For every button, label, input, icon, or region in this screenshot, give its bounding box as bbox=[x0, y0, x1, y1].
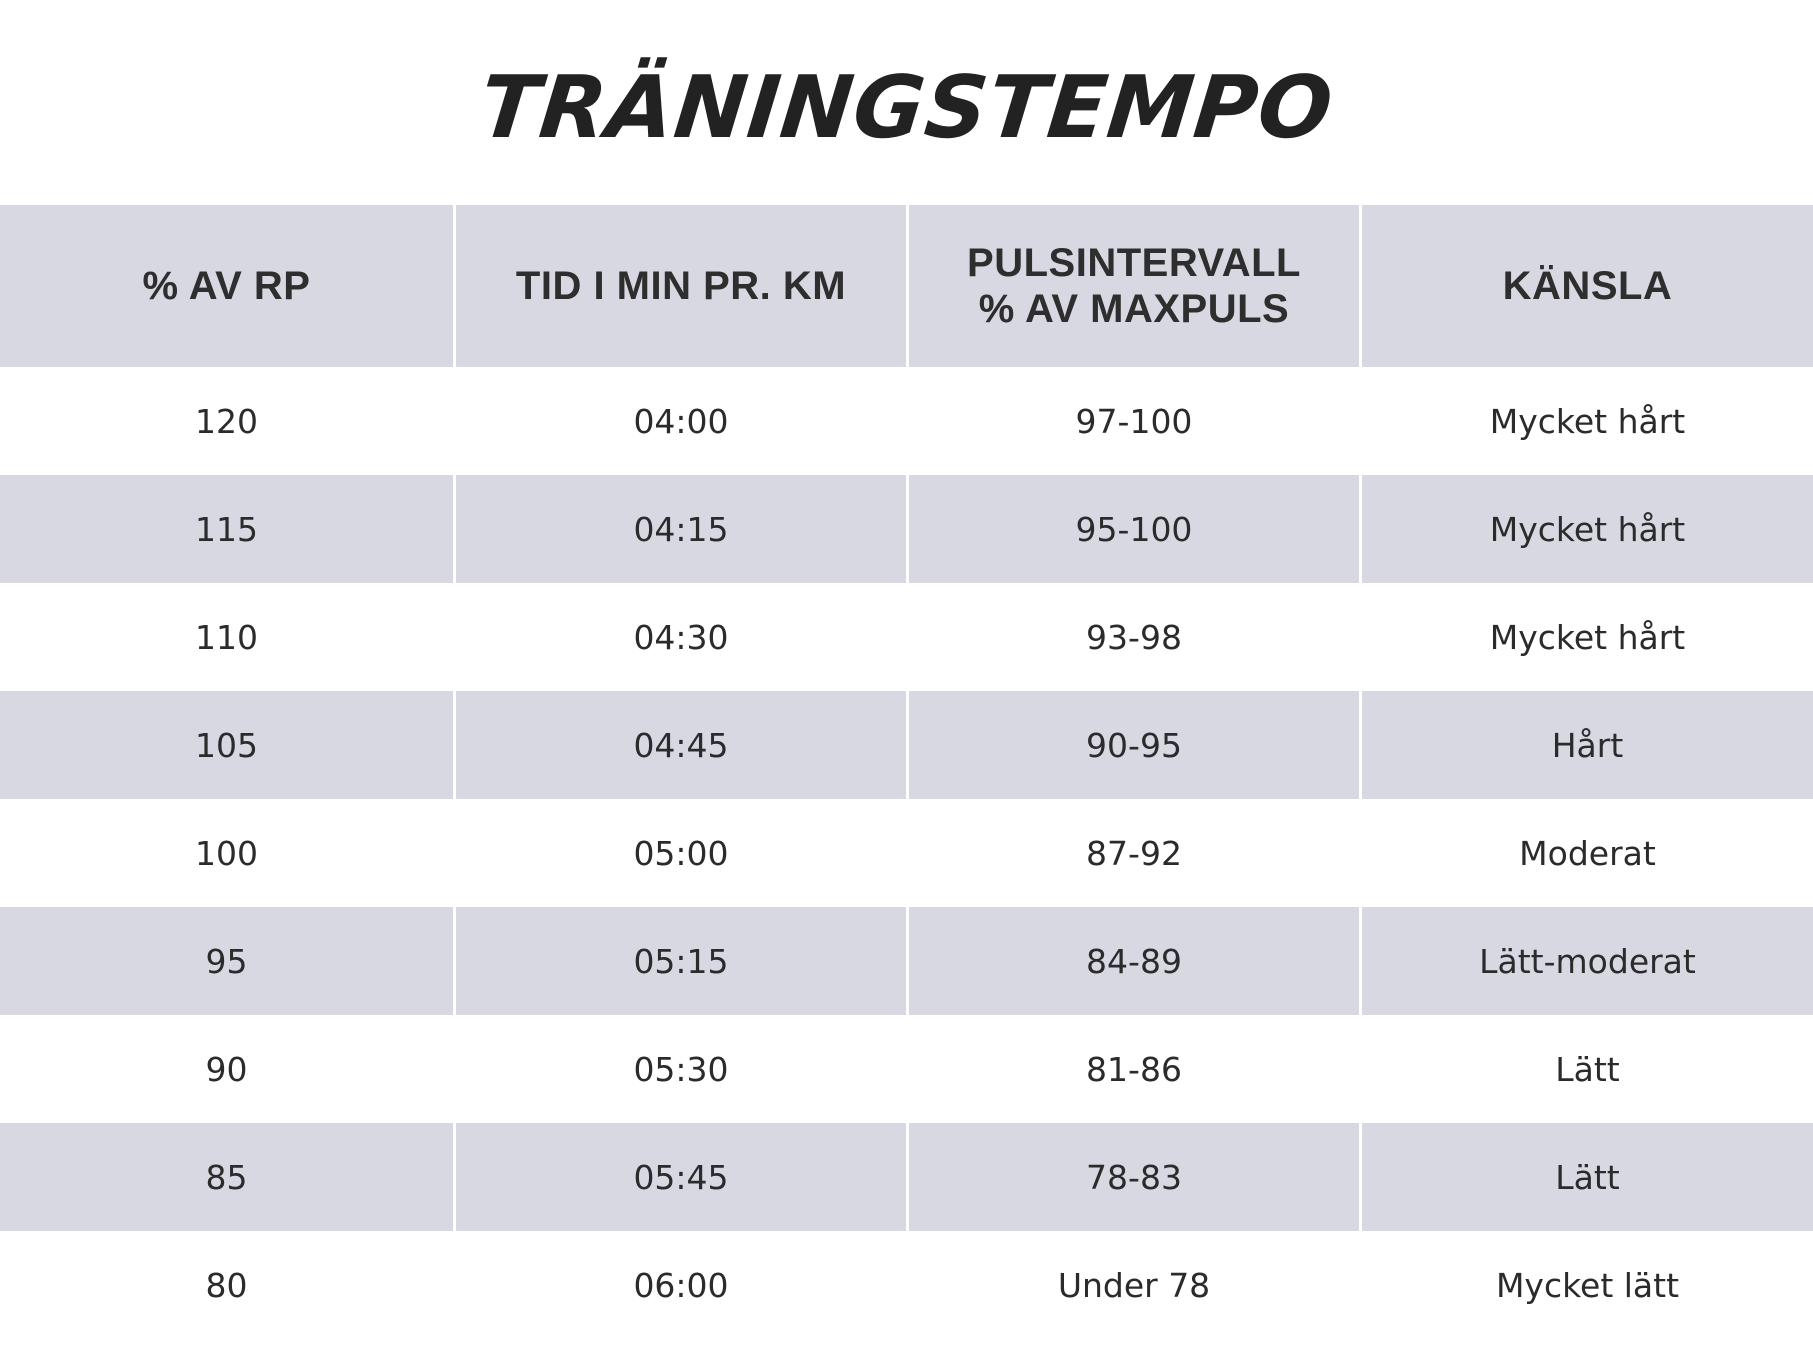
table-row: 85 05:45 78-83 Lätt bbox=[0, 1123, 1813, 1231]
table-row: 90 05:30 81-86 Lätt bbox=[0, 1015, 1813, 1123]
cell-time-per-km: 04:30 bbox=[633, 617, 729, 657]
table-row: 100 05:00 87-92 Moderat bbox=[0, 799, 1813, 907]
cell-percent-of-rp: 105 bbox=[0, 691, 453, 799]
table-row: 105 04:45 90-95 Hårt bbox=[0, 691, 1813, 799]
cell-time-per-km: 04:15 bbox=[453, 475, 906, 583]
cell-percent-of-rp: 115 bbox=[0, 475, 453, 583]
cell-feeling: Mycket lätt bbox=[1495, 1265, 1680, 1305]
cell-feeling: Lätt bbox=[1555, 1049, 1620, 1089]
table-header-row: % AV RP TID I MIN PR. KM PULSINTERVALL %… bbox=[0, 205, 1813, 367]
table-row: 80 06:00 Under 78 Mycket lätt bbox=[0, 1231, 1813, 1339]
cell-pulse-interval: 97-100 bbox=[1075, 401, 1193, 441]
cell-time-per-km: 05:15 bbox=[453, 907, 906, 1015]
cell-time-per-km: 05:00 bbox=[633, 833, 729, 873]
cell-percent-of-rp: 120 bbox=[195, 401, 258, 441]
cell-pulse-interval: Under 78 bbox=[1057, 1265, 1211, 1305]
header-time-per-km: TID I MIN PR. KM bbox=[453, 205, 906, 367]
cell-feeling: Lätt bbox=[1359, 1123, 1813, 1231]
cell-pulse-interval: 78-83 bbox=[906, 1123, 1359, 1231]
cell-time-per-km: 04:45 bbox=[453, 691, 906, 799]
cell-pulse-interval: 90-95 bbox=[906, 691, 1359, 799]
table-row: 95 05:15 84-89 Lätt-moderat bbox=[0, 907, 1813, 1015]
cell-pulse-interval: 84-89 bbox=[906, 907, 1359, 1015]
cell-percent-of-rp: 100 bbox=[195, 833, 258, 873]
page-title: TRÄNINGSTEMPO bbox=[475, 58, 1338, 158]
cell-feeling: Hårt bbox=[1359, 691, 1813, 799]
cell-percent-of-rp: 90 bbox=[205, 1049, 248, 1089]
header-feeling: KÄNSLA bbox=[1359, 205, 1813, 367]
cell-pulse-interval: 81-86 bbox=[1086, 1049, 1182, 1089]
cell-feeling: Lätt-moderat bbox=[1359, 907, 1813, 1015]
cell-time-per-km: 04:00 bbox=[633, 401, 729, 441]
cell-time-per-km: 06:00 bbox=[633, 1265, 729, 1305]
cell-percent-of-rp: 110 bbox=[195, 617, 258, 657]
header-pulse-interval: PULSINTERVALL % AV MAXPULS bbox=[906, 205, 1359, 367]
table-row: 120 04:00 97-100 Mycket hårt bbox=[0, 367, 1813, 475]
cell-feeling: Mycket hårt bbox=[1489, 617, 1686, 657]
cell-feeling: Mycket hårt bbox=[1359, 475, 1813, 583]
cell-percent-of-rp: 80 bbox=[205, 1265, 248, 1305]
cell-pulse-interval: 95-100 bbox=[906, 475, 1359, 583]
table-row: 110 04:30 93-98 Mycket hårt bbox=[0, 583, 1813, 691]
cell-time-per-km: 05:45 bbox=[453, 1123, 906, 1231]
cell-percent-of-rp: 95 bbox=[0, 907, 453, 1015]
header-percent-of-rp: % AV RP bbox=[0, 205, 453, 367]
cell-pulse-interval: 93-98 bbox=[1086, 617, 1182, 657]
cell-feeling: Moderat bbox=[1519, 833, 1656, 873]
training-pace-table: % AV RP TID I MIN PR. KM PULSINTERVALL %… bbox=[0, 205, 1813, 1339]
cell-percent-of-rp: 85 bbox=[0, 1123, 453, 1231]
table-row: 115 04:15 95-100 Mycket hårt bbox=[0, 475, 1813, 583]
cell-pulse-interval: 87-92 bbox=[1086, 833, 1182, 873]
cell-feeling: Mycket hårt bbox=[1489, 401, 1686, 441]
cell-time-per-km: 05:30 bbox=[633, 1049, 729, 1089]
